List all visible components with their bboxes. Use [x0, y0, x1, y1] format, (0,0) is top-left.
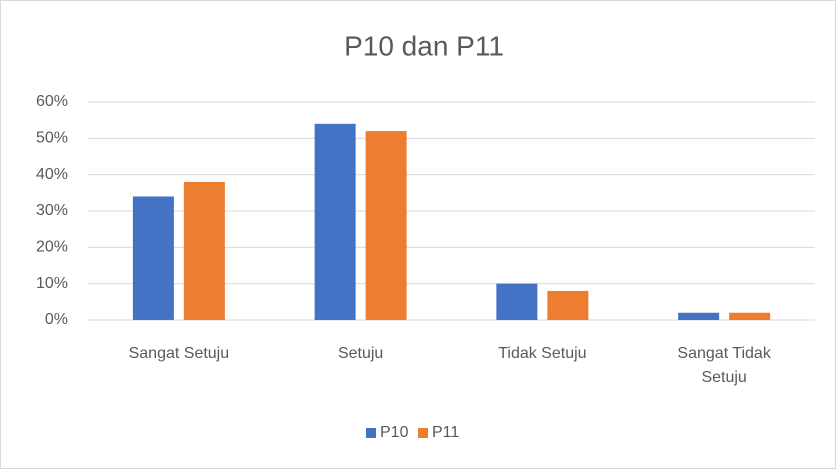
bar	[496, 283, 538, 320]
legend-label: P11	[432, 424, 460, 441]
y-tick-label: 20%	[36, 239, 68, 256]
legend-item: P10	[366, 424, 408, 442]
x-tick-label: Tidak Setuju	[498, 345, 587, 362]
bar	[314, 123, 356, 320]
legend-swatch	[418, 428, 428, 438]
bar	[729, 312, 771, 320]
legend-swatch	[366, 428, 376, 438]
bar	[365, 131, 407, 320]
y-tick-label: 40%	[36, 166, 68, 183]
bar	[183, 181, 225, 320]
chart-title: P10 dan P11	[344, 30, 504, 61]
legend-item: P11	[418, 424, 459, 442]
y-tick-label: 0%	[45, 311, 68, 328]
bar	[132, 196, 174, 320]
bar	[547, 290, 589, 320]
y-tick-label: 50%	[36, 130, 68, 147]
x-tick-label: Sangat Tidak Setuju	[677, 345, 771, 386]
x-tick-label: Sangat Setuju	[128, 345, 230, 362]
bar	[678, 312, 720, 320]
x-tick-label: Setuju	[337, 345, 384, 362]
y-tick-label: 10%	[36, 275, 68, 292]
y-tick-label: 60%	[36, 93, 68, 110]
y-tick-label: 30%	[36, 202, 68, 219]
legend-label: P10	[380, 424, 409, 441]
